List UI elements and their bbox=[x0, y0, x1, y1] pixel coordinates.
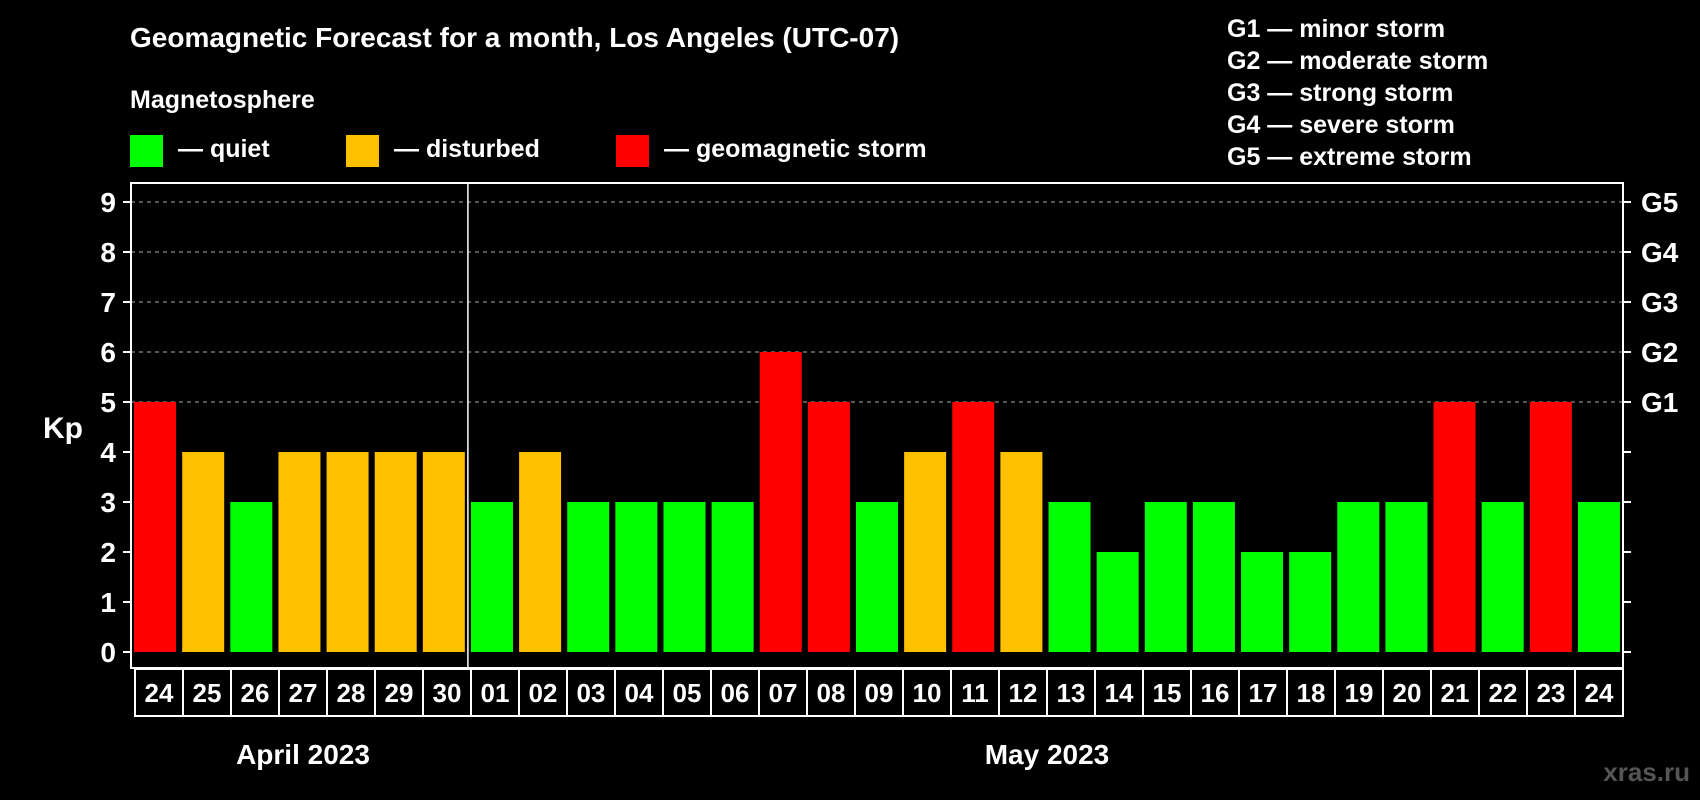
legend: — quiet — disturbed — geomagnetic storm bbox=[130, 135, 927, 167]
bar-day-8 bbox=[470, 502, 513, 652]
right-axis-label-G1: G1 bbox=[1641, 387, 1678, 418]
bar-day-1 bbox=[134, 402, 177, 652]
bar-day-2 bbox=[182, 452, 225, 652]
right-axis-label-G4: G4 bbox=[1641, 237, 1679, 268]
y-tick-label-2: 2 bbox=[100, 537, 116, 568]
day-label-18: 11 bbox=[961, 678, 989, 708]
day-label-16: 09 bbox=[865, 678, 894, 708]
day-label-25: 18 bbox=[1297, 678, 1326, 708]
bar-day-25 bbox=[1289, 552, 1332, 652]
day-label-8: 01 bbox=[481, 678, 510, 708]
day-label-5: 28 bbox=[337, 678, 366, 708]
bar-day-15 bbox=[807, 402, 850, 652]
bar-day-14 bbox=[759, 352, 802, 652]
day-box-31 bbox=[1574, 668, 1624, 717]
day-label-29: 22 bbox=[1489, 678, 1518, 708]
day-label-23: 16 bbox=[1201, 678, 1230, 708]
day-label-2: 25 bbox=[193, 678, 222, 708]
bar-day-23 bbox=[1192, 502, 1235, 652]
bar-day-10 bbox=[567, 502, 610, 652]
y-tick-label-7: 7 bbox=[100, 287, 116, 318]
bar-day-16 bbox=[856, 502, 898, 652]
day-label-22: 15 bbox=[1153, 678, 1182, 708]
month-label-2: May 2023 bbox=[985, 739, 1110, 770]
day-label-19: 12 bbox=[1009, 678, 1038, 708]
bar-day-5 bbox=[326, 452, 369, 652]
day-label-24: 17 bbox=[1249, 678, 1278, 708]
y-tick-label-6: 6 bbox=[100, 337, 116, 368]
day-label-7: 30 bbox=[433, 678, 462, 708]
storm-scale-item-4: G4 — severe storm bbox=[1227, 111, 1455, 139]
day-label-14: 07 bbox=[769, 678, 798, 708]
watermark: xras.ru bbox=[1603, 757, 1690, 787]
y-tick-label-5: 5 bbox=[100, 387, 116, 418]
day-label-28: 21 bbox=[1441, 678, 1470, 708]
day-label-26: 19 bbox=[1345, 678, 1374, 708]
legend-swatch-1 bbox=[130, 135, 163, 167]
bar-day-4 bbox=[278, 452, 321, 652]
bar-day-29 bbox=[1481, 502, 1524, 652]
storm-scale-item-2: G2 — moderate storm bbox=[1227, 47, 1488, 75]
day-label-17: 10 bbox=[913, 678, 942, 708]
bar-day-21 bbox=[1096, 552, 1139, 652]
day-label-3: 26 bbox=[241, 678, 270, 708]
bar-day-6 bbox=[374, 452, 417, 652]
storm-scale-item-5: G5 — extreme storm bbox=[1227, 143, 1472, 171]
bar-day-13 bbox=[711, 502, 754, 652]
bar-day-9 bbox=[519, 452, 562, 652]
legend-label-3: — geomagnetic storm bbox=[664, 135, 927, 163]
bar-day-17 bbox=[904, 452, 947, 652]
day-label-20: 13 bbox=[1057, 678, 1086, 708]
bar-day-11 bbox=[615, 502, 658, 652]
y-tick-label-4: 4 bbox=[100, 437, 116, 468]
day-label-4: 27 bbox=[289, 678, 318, 708]
day-label-1: 24 bbox=[145, 678, 174, 708]
y-tick-label-1: 1 bbox=[100, 587, 116, 618]
legend-swatch-2 bbox=[346, 135, 379, 167]
bar-day-18 bbox=[952, 402, 995, 652]
bar-day-7 bbox=[422, 452, 465, 652]
right-axis-label-G2: G2 bbox=[1641, 337, 1678, 368]
bar-day-3 bbox=[230, 502, 273, 652]
storm-scale-item-3: G3 — strong storm bbox=[1227, 79, 1453, 107]
bar-day-19 bbox=[1000, 452, 1043, 652]
section-label: Magnetosphere bbox=[130, 86, 315, 114]
day-label-31: 24 bbox=[1585, 678, 1614, 708]
storm-scale-item-1: G1 — minor storm bbox=[1227, 15, 1445, 43]
y-tick-label-9: 9 bbox=[100, 187, 116, 218]
day-label-15: 08 bbox=[817, 678, 846, 708]
day-label-10: 03 bbox=[577, 678, 606, 708]
day-label-21: 14 bbox=[1105, 678, 1134, 708]
day-label-30: 23 bbox=[1537, 678, 1566, 708]
bar-day-24 bbox=[1241, 552, 1284, 652]
y-axis-title: Kp bbox=[43, 412, 83, 445]
right-axis-label-G5: G5 bbox=[1641, 187, 1678, 218]
day-label-12: 05 bbox=[673, 678, 702, 708]
chart-title: Geomagnetic Forecast for a month, Los An… bbox=[130, 22, 899, 53]
legend-swatch-3 bbox=[616, 135, 649, 167]
y-tick-label-3: 3 bbox=[100, 487, 116, 518]
day-label-13: 06 bbox=[721, 678, 750, 708]
day-label-27: 20 bbox=[1393, 678, 1422, 708]
bar-day-26 bbox=[1337, 502, 1380, 652]
storm-scale-legend: G1 — minor storm G2 — moderate storm G3 — … bbox=[1227, 15, 1488, 171]
day-label-11: 04 bbox=[625, 678, 654, 708]
legend-label-1: — quiet bbox=[178, 135, 270, 163]
y-tick-label-8: 8 bbox=[100, 237, 116, 268]
bar-day-28 bbox=[1433, 402, 1476, 652]
legend-label-2: — disturbed bbox=[394, 135, 540, 163]
right-axis-label-G3: G3 bbox=[1641, 287, 1678, 318]
bar-day-12 bbox=[663, 502, 706, 652]
y-tick-label-0: 0 bbox=[100, 637, 116, 668]
month-label-1: April 2023 bbox=[236, 739, 370, 770]
day-label-9: 02 bbox=[529, 678, 558, 708]
bar-day-27 bbox=[1385, 502, 1428, 652]
day-label-6: 29 bbox=[385, 678, 414, 708]
bar-day-22 bbox=[1144, 502, 1187, 652]
bar-day-20 bbox=[1048, 502, 1091, 652]
bar-day-30 bbox=[1529, 402, 1572, 652]
bar-day-31 bbox=[1577, 502, 1620, 652]
